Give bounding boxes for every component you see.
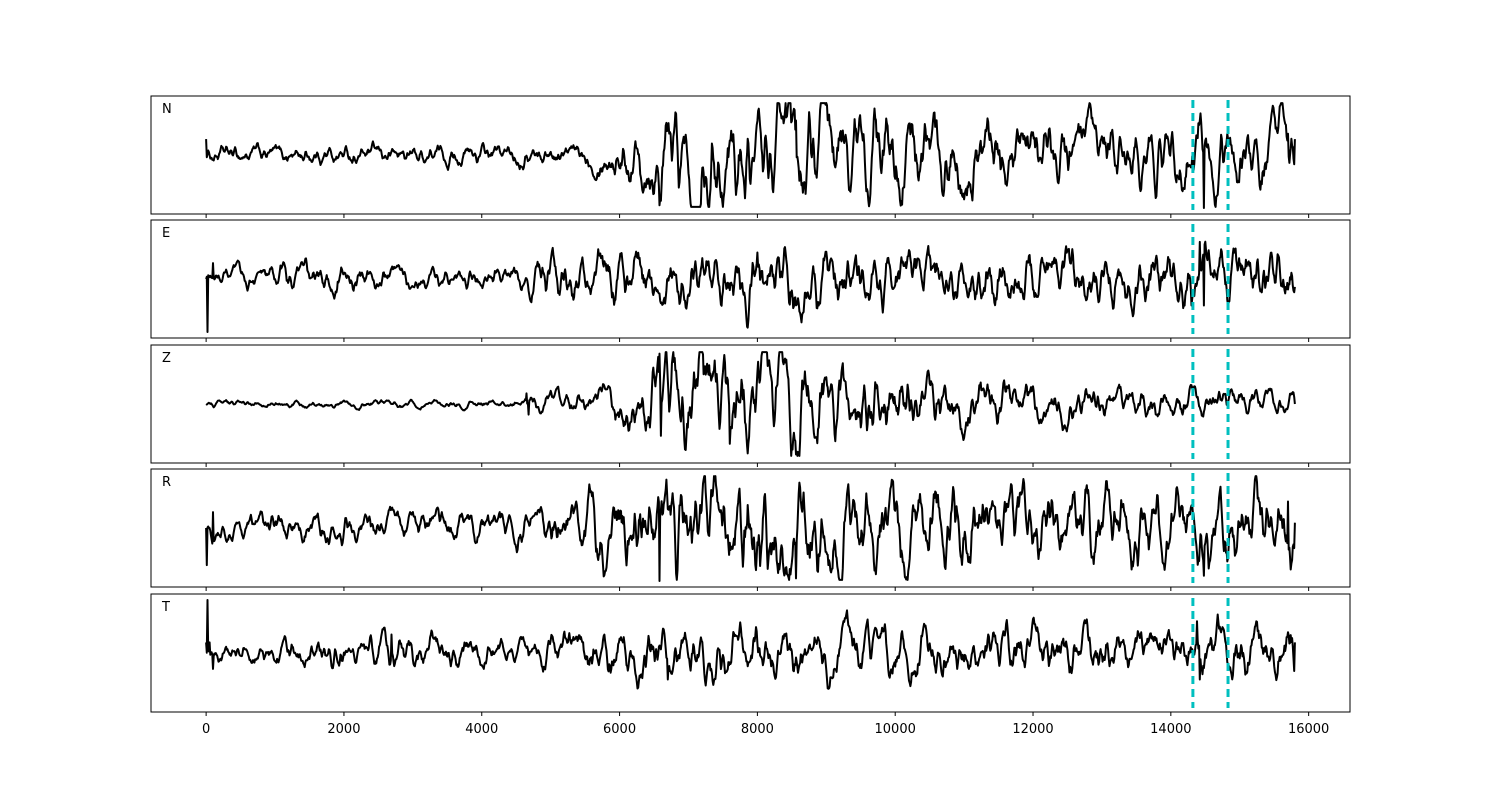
panel-n: N — [150, 95, 1351, 218]
x-tick-label: 0 — [202, 722, 210, 737]
panel-label: T — [161, 600, 170, 615]
trace-e — [205, 240, 1296, 333]
trace-r — [205, 475, 1296, 582]
x-tick-label: 6000 — [603, 722, 636, 737]
panel-frame — [150, 95, 1351, 215]
panel-t: T — [150, 593, 1351, 716]
panel-frame — [150, 219, 1351, 339]
panel-label: N — [162, 102, 172, 117]
panels: N E Z R T — [150, 95, 1351, 716]
panel-label: Z — [162, 351, 171, 366]
panel-e: E — [150, 219, 1351, 342]
x-tick-label: 8000 — [741, 722, 774, 737]
panel-label: E — [162, 226, 170, 241]
x-tick-label: 14000 — [1150, 722, 1191, 737]
x-tick-label: 2000 — [327, 722, 360, 737]
x-tick-label: 10000 — [875, 722, 916, 737]
trace-t — [205, 599, 1296, 690]
x-tick-label: 16000 — [1288, 722, 1329, 737]
panel-frame — [150, 344, 1351, 464]
x-axis: 0 2000 4000 6000 8000 10000 12000 14000 16000 — [202, 722, 1329, 737]
panel-label: R — [162, 475, 171, 490]
panel-z: Z — [150, 344, 1351, 467]
panel-frame — [150, 468, 1351, 588]
trace-n — [205, 102, 1296, 209]
x-tick-label: 4000 — [465, 722, 498, 737]
x-tick-label: 12000 — [1012, 722, 1053, 737]
panel-frame — [150, 593, 1351, 713]
panel-r: R — [150, 468, 1351, 591]
trace-z — [205, 351, 1296, 457]
